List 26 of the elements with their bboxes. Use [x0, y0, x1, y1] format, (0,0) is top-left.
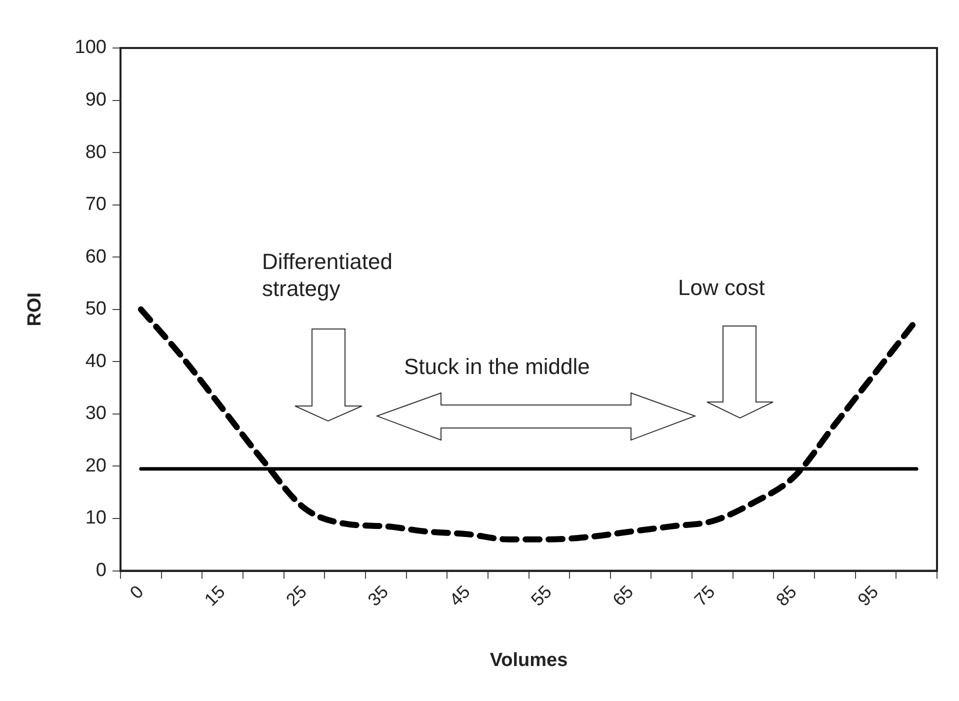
y-tick-label: 30 [85, 403, 106, 424]
x-tick-label: 85 [772, 582, 800, 610]
y-tick-label: 70 [85, 194, 106, 216]
x-tick-label: 45 [446, 582, 474, 610]
x-tick-label: 0 [126, 582, 148, 603]
x-tick-label: 25 [282, 582, 311, 610]
x-tick-label: 95 [854, 582, 882, 610]
y-tick-label: 40 [85, 350, 106, 372]
y-tick-label: 60 [85, 246, 106, 268]
y-tick-label: 100 [74, 37, 106, 58]
x-tick-label: 75 [690, 582, 719, 610]
annotation: Low cost [678, 274, 766, 301]
x-tick-label: 15 [200, 582, 229, 610]
y-axis-title: ROI [24, 292, 46, 326]
y-tick-label: 0 [96, 560, 106, 582]
y-tick-label: 50 [85, 298, 106, 320]
x-tick-label: 55 [527, 582, 556, 610]
x-tick-label: 35 [364, 582, 392, 610]
x-tick-label: 65 [608, 582, 638, 610]
annotation: Differentiated strategy [262, 248, 394, 302]
annotation: Stuck in the middle [404, 353, 591, 380]
y-tick-label: 80 [85, 142, 106, 163]
y-tick-label: 90 [85, 90, 106, 111]
y-tick-label: 20 [85, 455, 106, 476]
y-tick-label: 10 [85, 508, 106, 529]
x-axis-title: Volumes [490, 650, 568, 671]
